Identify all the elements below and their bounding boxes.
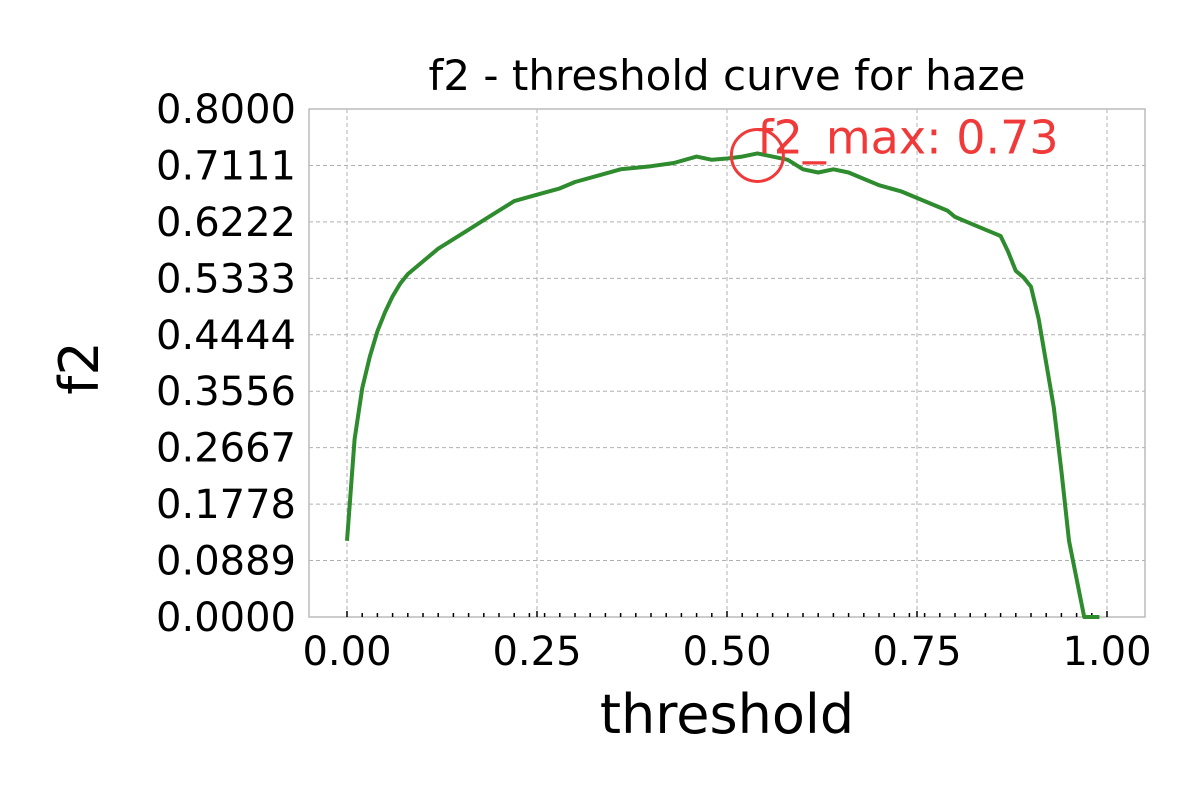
y-tick-label: 0.0889 [156, 539, 296, 585]
x-tick-label: 0.00 [302, 629, 391, 675]
grid [309, 109, 1145, 617]
line-layer [345, 151, 1100, 619]
y-tick-label: 0.1778 [156, 482, 296, 528]
x-tick-label: 1.00 [1062, 629, 1151, 675]
y-tick-label: 0.7111 [156, 143, 296, 189]
f2-series-line [345, 151, 1100, 619]
ticks [346, 611, 1108, 617]
y-tick-label: 0.8000 [156, 87, 296, 133]
y-axis-label: f2 [48, 341, 111, 394]
y-tick-label: 0.0000 [156, 595, 296, 641]
y-tick-label: 0.5333 [156, 256, 296, 302]
y-tick-label: 0.4444 [156, 313, 296, 359]
f2-max-label: f2_max: 0.73 [757, 110, 1058, 164]
y-tick-label: 0.2667 [156, 426, 296, 472]
x-tick-label: 0.50 [682, 629, 771, 675]
chart-title: f2 - threshold curve for haze [429, 51, 1026, 100]
x-axis-label: threshold [600, 683, 854, 746]
annotation-layer: f2_max: 0.73 [729, 110, 1059, 183]
x-tick-label: 0.75 [872, 629, 961, 675]
y-tick-label: 0.6222 [156, 200, 296, 246]
y-tick-label: 0.3556 [156, 369, 296, 415]
f2-max-marker [729, 127, 785, 183]
x-tick-label: 0.25 [492, 629, 581, 675]
